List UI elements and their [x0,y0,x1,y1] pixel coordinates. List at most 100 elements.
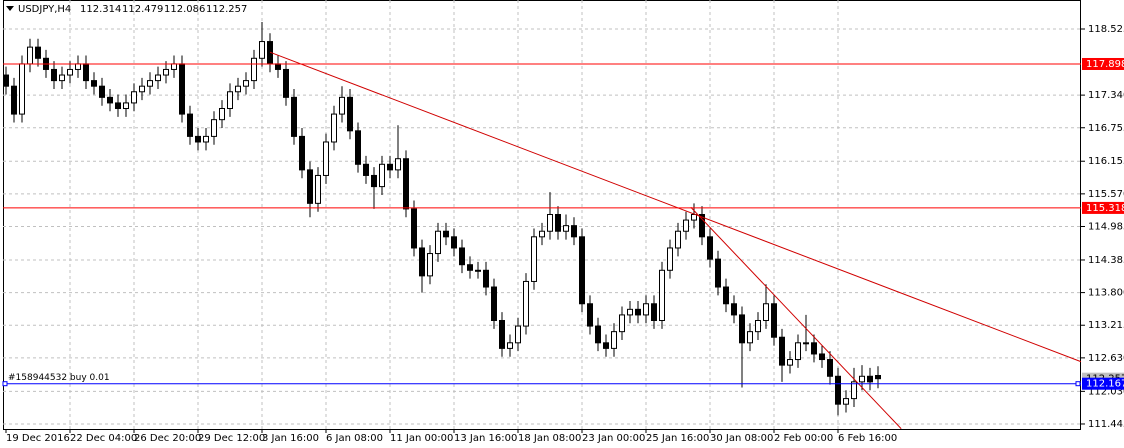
x-tick-label: 18 Jan 08:00 [518,433,581,444]
header-value: 112.314 [80,4,121,15]
candle-body [547,214,553,232]
candle-body [835,375,841,405]
candle-body [851,381,857,400]
candle-body [139,85,145,93]
candle-body [371,174,377,188]
x-tick-label: 29 Dec 12:00 [198,433,265,444]
candle-body [683,219,689,232]
level-box [1082,201,1124,214]
candle-body [811,342,817,355]
candle-body [475,269,481,272]
candle-body [203,135,209,143]
candle-body [539,230,545,238]
trendline [269,51,1081,363]
candle-body [59,74,65,82]
y-tick-label: 117.340 [1088,90,1124,101]
candle-body [763,303,769,321]
candle-body [451,236,457,249]
trendline [690,206,902,429]
y-tick-label: 114.385 [1088,255,1124,266]
candle-body [643,303,649,316]
x-tick-label: 2 Feb 00:00 [774,433,833,444]
candle-body [315,174,321,204]
candle-body [75,63,81,70]
candle-body [427,253,433,277]
candle-body [27,46,33,65]
candle-body [867,375,873,383]
order-label: #158944532 buy 0.01 [8,373,110,383]
header-value: 112.086 [164,4,205,15]
y-tick-label: 113.215 [1088,320,1124,331]
candle-body [499,319,505,349]
candle-body [115,102,121,110]
candle-body [67,68,73,76]
y-tick-label: 116.155 [1088,156,1124,167]
candle-body [123,102,129,110]
y-tick-label: 113.800 [1088,288,1124,299]
plot-area [3,0,1081,430]
candle-body [707,236,713,260]
candle-body [691,214,697,221]
candle-body [827,359,833,377]
candle-body [699,214,705,238]
candle-body [323,141,329,176]
x-tick-label: 6 Jan 08:00 [326,433,383,444]
candle-body [627,308,633,316]
candle-body [859,375,865,383]
candle-body [443,230,449,238]
candle-body [227,91,233,110]
candle-body [411,208,417,249]
candle-body [603,342,609,349]
candle-body [747,331,753,344]
candle-body [403,158,409,210]
candle-body [619,314,625,333]
candle-body [291,96,297,137]
candle-body [731,303,737,316]
x-tick-label: 11 Jan 00:00 [390,433,453,444]
candle-body [611,331,617,349]
candle-body [459,247,465,266]
candle-body [339,96,345,115]
candle-body [195,135,201,143]
candle-body [235,85,241,93]
candle-body [163,68,169,76]
candle-body [187,113,193,137]
y-tick-label: 114.985 [1088,221,1124,232]
candle-body [347,96,353,132]
candle-body [787,359,793,366]
chart-title: USDJPY,H4 [18,4,71,15]
candle-body [35,46,41,59]
candle-body [275,63,281,70]
candle-body [379,163,385,188]
header-value: 112.257 [206,4,247,15]
candle-body [259,41,265,59]
candle-body [667,247,673,271]
candle-body [83,63,89,82]
candle-body [387,163,393,171]
candle-body [779,336,785,366]
level-label: 112.167 [1086,379,1124,390]
candle-body [155,74,161,82]
candle-body [171,63,177,70]
candle-body [211,119,217,137]
candle-body [147,80,153,87]
candle-body [571,225,577,238]
candle-body [755,319,761,333]
candle-body [467,264,473,271]
candle-body [307,169,313,204]
level-box [1082,377,1124,390]
candle-body [507,342,513,349]
candle-body [819,353,825,361]
candle-body [715,258,721,288]
candle-body [795,342,801,361]
candle-body [219,108,225,121]
order-marker [1075,381,1081,387]
candle-body [419,247,425,277]
y-tick-label: 115.570 [1088,189,1124,200]
candle-body [299,135,305,171]
candle-body [523,280,529,327]
menu-triangle[interactable] [6,6,14,11]
x-tick-label: 6 Feb 16:00 [838,433,897,444]
candle-body [563,225,569,232]
x-tick-label: 25 Jan 16:00 [646,433,709,444]
